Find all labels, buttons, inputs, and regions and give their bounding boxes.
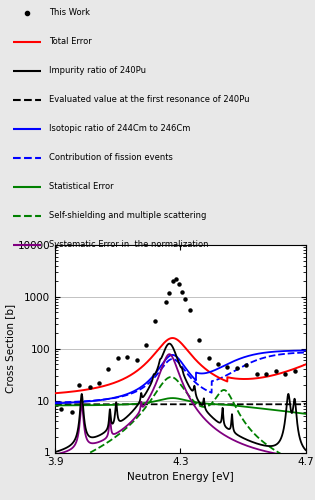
Y-axis label: Cross Section [b]: Cross Section [b] bbox=[5, 304, 15, 394]
Text: Self-shielding and multiple scattering: Self-shielding and multiple scattering bbox=[49, 211, 206, 220]
Text: Evaluated value at the first resonance of 240Pu: Evaluated value at the first resonance o… bbox=[49, 95, 249, 104]
Text: Impurity ratio of 240Pu: Impurity ratio of 240Pu bbox=[49, 66, 146, 75]
Text: Systematic Error in  the normalization: Systematic Error in the normalization bbox=[49, 240, 208, 249]
X-axis label: Neutron Energy [eV]: Neutron Energy [eV] bbox=[127, 472, 234, 482]
Text: Statistical Error: Statistical Error bbox=[49, 182, 113, 191]
Text: This Work: This Work bbox=[49, 8, 90, 17]
Text: Total Error: Total Error bbox=[49, 37, 92, 46]
Text: Isotopic ratio of 244Cm to 246Cm: Isotopic ratio of 244Cm to 246Cm bbox=[49, 124, 190, 133]
Text: Contribution of fission events: Contribution of fission events bbox=[49, 153, 173, 162]
